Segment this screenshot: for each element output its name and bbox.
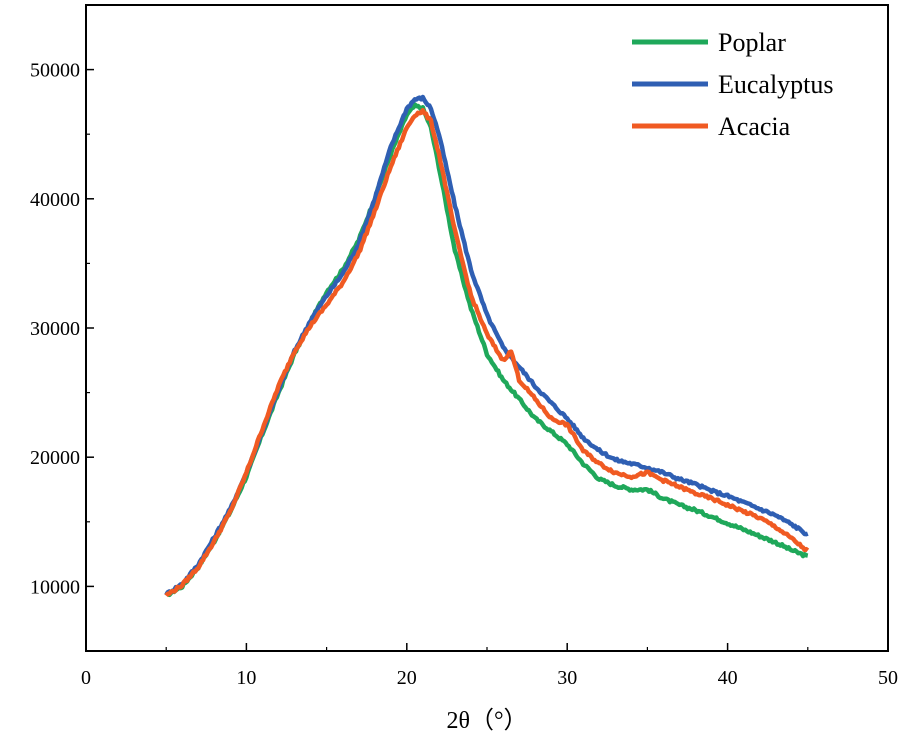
y-tick-label: 30000	[30, 318, 80, 340]
x-axis-title: 2θ（°）	[446, 708, 527, 734]
x-tick-label: 50	[878, 667, 898, 689]
x-tick-label: 20	[397, 667, 417, 689]
legend-label-eucalyptus: Eucalyptus	[718, 70, 834, 99]
x-tick-label: 10	[236, 667, 256, 689]
y-tick-label: 10000	[30, 576, 80, 598]
y-tick-label: 40000	[30, 189, 80, 211]
series-line-eucalyptus	[164, 94, 809, 597]
y-tick-label: 20000	[30, 447, 80, 469]
series-lines	[164, 94, 810, 598]
axis-tick-labels: 0 10 20 30 40 50 10000 20000 30000 40000 50000	[30, 60, 898, 689]
y-tick-label: 50000	[30, 60, 80, 82]
axis-ticks	[85, 4, 889, 652]
x-tick-label: 0	[81, 667, 91, 689]
x-tick-label: 40	[718, 667, 738, 689]
legend-label-acacia: Acacia	[718, 112, 791, 141]
series-line-poplar	[165, 102, 809, 598]
legend: Poplar Eucalyptus Acacia	[632, 28, 834, 141]
series-line-acacia	[164, 107, 810, 598]
legend-label-poplar: Poplar	[718, 28, 786, 57]
x-tick-label: 30	[557, 667, 577, 689]
